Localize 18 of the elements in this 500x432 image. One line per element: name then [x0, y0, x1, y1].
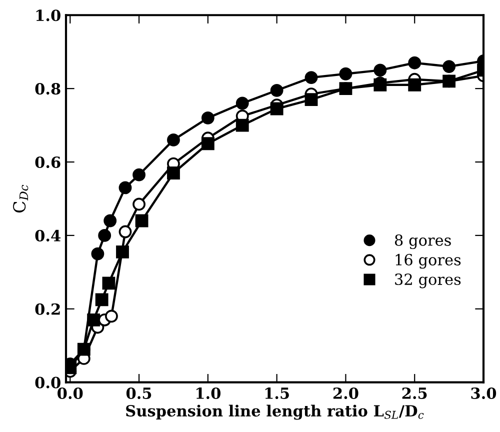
y-tick-label: 1.0	[36, 10, 60, 22]
x-tick-label: 1.0	[196, 387, 220, 400]
y-tick-label: 0.8	[35, 83, 60, 95]
x-tick-label: 2.0	[333, 387, 358, 400]
y-tick-label: 0.2	[35, 303, 60, 315]
y-axis-title: C$_{Dc}$	[13, 184, 28, 212]
x-tick-label: 1.5	[265, 387, 289, 400]
x-axis-title: Suspension line length ratio L$_{SL}$/D$_{c}$	[126, 404, 424, 420]
y-tick-label: 0.6	[35, 156, 60, 168]
legend-label: 32 gores	[395, 274, 461, 288]
x-tick-label: 2.5	[402, 387, 427, 400]
y-tick-label: 0.0	[35, 376, 60, 388]
legend-label: 16 gores	[396, 254, 461, 269]
legend-label: 8 gores	[394, 234, 451, 250]
x-tick-label: 0.5	[126, 387, 152, 400]
x-tick-label: 0.0	[58, 387, 83, 400]
y-tick-label: 0.4	[35, 230, 61, 242]
x-tick-label: 3.0	[471, 387, 496, 400]
